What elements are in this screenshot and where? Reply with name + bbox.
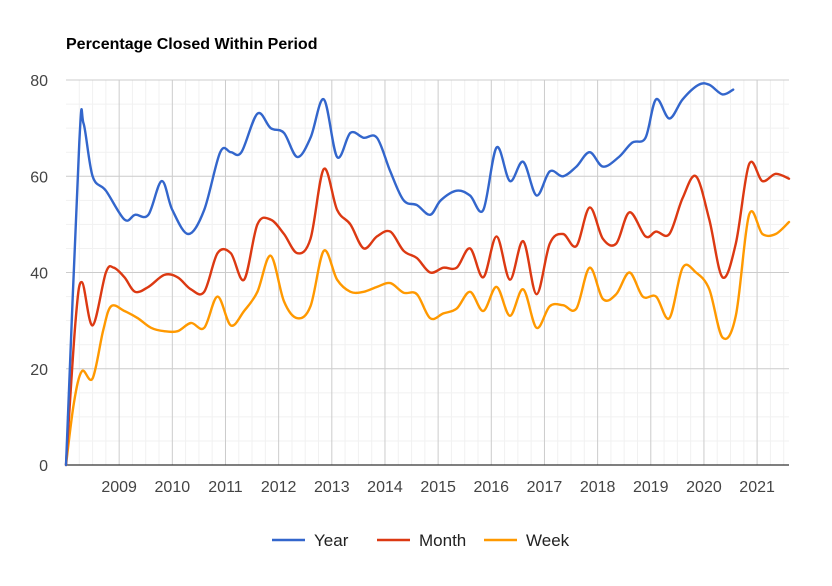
x-tick-label: 2019 <box>633 479 669 496</box>
legend-item-week[interactable]: Week <box>484 531 570 550</box>
legend[interactable]: Year Month Week <box>272 531 570 550</box>
x-tick-label: 2011 <box>208 479 243 496</box>
legend-item-month[interactable]: Month <box>377 531 466 550</box>
x-tick-label: 2012 <box>261 479 297 496</box>
series-line-week[interactable] <box>64 210 791 467</box>
x-tick-label: 2010 <box>155 479 191 496</box>
axes: 0 20 40 60 80 2009 2010 2011 2012 2013 2014 2015 201… <box>30 73 789 496</box>
legend-label: Month <box>419 531 466 550</box>
x-tick-label: 2018 <box>580 479 616 496</box>
x-tick-label: 2014 <box>367 479 403 496</box>
x-tick-label: 2017 <box>527 479 563 496</box>
y-tick-label: 0 <box>39 458 48 475</box>
legend-item-year[interactable]: Year <box>272 531 349 550</box>
x-tick-label: 2013 <box>314 479 350 496</box>
series-layer <box>64 82 791 467</box>
x-tick-label: 2009 <box>101 479 137 496</box>
x-tick-label: 2015 <box>420 479 456 496</box>
chart-title: Percentage Closed Within Period <box>66 36 317 53</box>
gridlines <box>66 79 789 465</box>
x-tick-label: 2021 <box>739 479 775 496</box>
y-tick-label: 60 <box>30 169 48 186</box>
series-line-year[interactable] <box>64 82 735 467</box>
legend-label: Week <box>526 531 570 550</box>
x-tick-label: 2020 <box>686 479 722 496</box>
x-tick-label: 2016 <box>473 479 509 496</box>
y-tick-label: 20 <box>30 362 48 379</box>
series-line-month[interactable] <box>64 160 791 467</box>
legend-label: Year <box>314 531 349 550</box>
y-tick-label: 40 <box>30 266 48 283</box>
y-tick-label: 80 <box>30 73 48 90</box>
